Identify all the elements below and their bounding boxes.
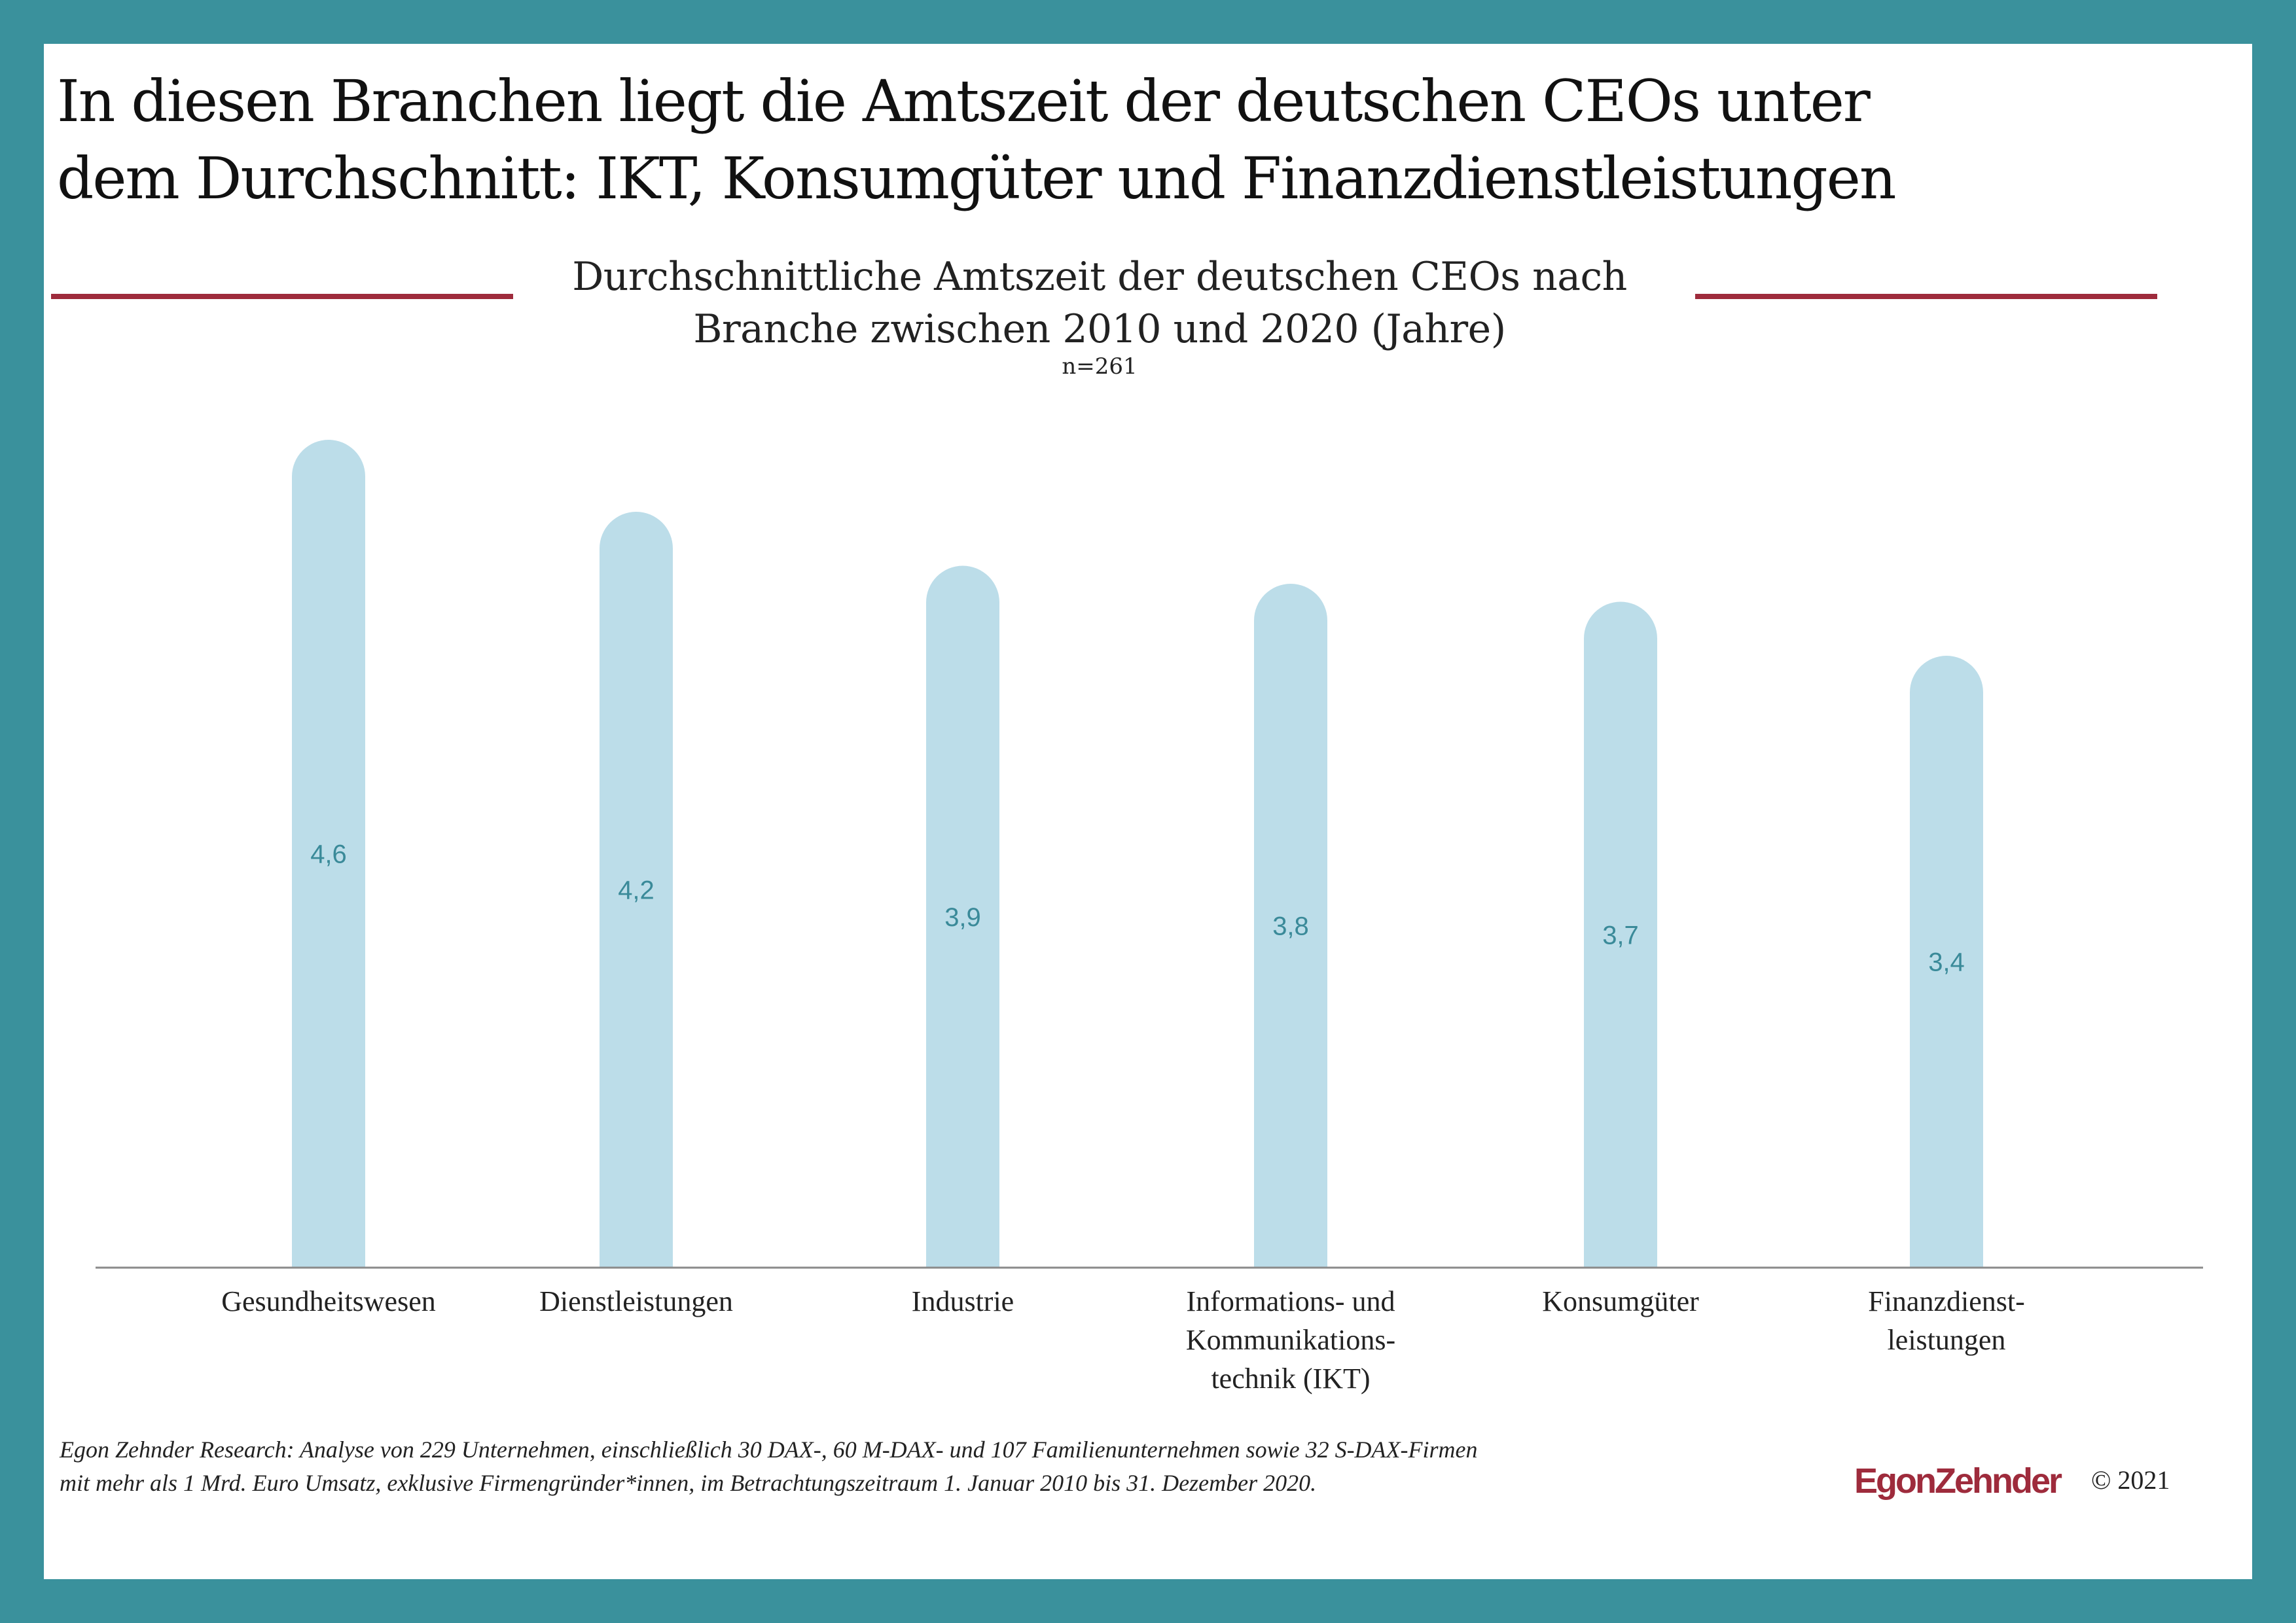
bar-5 [1584,601,1657,1268]
data-label-6: 3,4 [1928,948,1965,977]
chart-title-line-1: Durchschnittliche Amtszeit der deutschen… [572,254,1627,300]
x-tick-label-2-line-1: Dienstleistungen [539,1285,733,1317]
data-label-4: 3,8 [1272,912,1309,941]
data-label-1: 4,6 [310,840,347,869]
bar-1 [292,440,365,1268]
x-tick-label-5: Konsumgüter [1542,1285,1699,1317]
data-label-5: 3,7 [1602,921,1639,950]
copyright: © 2021 [2091,1465,2170,1495]
title-rule-right [1695,294,2157,299]
x-tick-label-5-line-1: Konsumgüter [1542,1285,1699,1317]
chart-card [44,44,2252,1579]
x-tick-label-4-line-3: technik (IKT) [1211,1363,1370,1395]
headline-line-2: dem Durchschnitt: IKT, Konsumgüter und F… [57,145,1897,212]
bar-6 [1910,656,1983,1268]
x-tick-label-6: Finanzdienst-leistungen [1868,1285,2025,1356]
chart-title: Durchschnittliche Amtszeit der deutschen… [543,251,1656,355]
x-tick-label-6-line-2: leistungen [1888,1324,2006,1356]
bars-layer [292,440,1983,1268]
footnote: Egon Zehnder Research: Analyse von 229 U… [60,1433,1814,1500]
bar-4 [1254,584,1327,1268]
x-tick-label-2: Dienstleistungen [539,1285,733,1317]
title-rule-left [51,294,513,299]
labels-layer: 4,6 Gesundheitswesen 4,2 Dienstleistungen 3,… [221,840,2025,1395]
x-tick-label-4-line-2: Kommunikations- [1186,1324,1395,1356]
chart-sample-size: n=261 [1062,353,1138,380]
headline-line-1: In diesen Branchen liegt die Amtszeit de… [57,67,1871,135]
footnote-line-1: Egon Zehnder Research: Analyse von 229 U… [60,1436,1478,1463]
data-label-2: 4,2 [618,876,655,905]
bar-3 [926,565,999,1268]
x-tick-label-1-line-1: Gesundheitswesen [221,1285,436,1317]
chart-title-line-2: Branche zwischen 2010 und 2020 (Jahre) [693,306,1506,352]
x-tick-label-6-line-1: Finanzdienst- [1868,1285,2025,1317]
x-tick-label-4-line-1: Informations- und [1187,1285,1395,1317]
x-tick-label-1: Gesundheitswesen [221,1285,436,1317]
x-tick-label-3: Industrie [912,1285,1014,1317]
footnote-line-2: mit mehr als 1 Mrd. Euro Umsatz, exklusi… [60,1470,1317,1496]
data-label-3: 3,9 [944,903,981,932]
x-tick-label-4: Informations- und Kommunikations-technik … [1186,1285,1395,1395]
x-tick-label-3-line-1: Industrie [912,1285,1014,1317]
egon-zehnder-logo: EgonZehnder [1854,1461,2062,1501]
headline: In diesen Branchen liegt die Amtszeit de… [57,63,2184,217]
bar-2 [600,512,673,1268]
